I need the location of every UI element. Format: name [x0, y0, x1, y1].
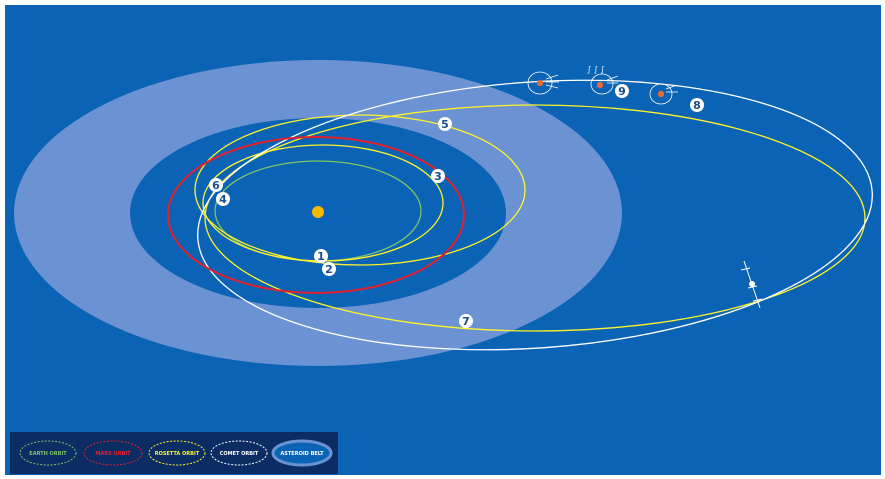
- svg-text:2: 2: [325, 263, 333, 276]
- legend-item-mars-orbit: MARS ORBIT: [83, 440, 143, 466]
- event-marker-8: 8: [690, 98, 704, 112]
- rosetta-orbit-path: [204, 104, 866, 332]
- spacecraft-icon: [740, 260, 763, 309]
- legend-label-comet-orbit: COMET ORBIT: [220, 451, 259, 457]
- event-marker-4: 4: [216, 192, 230, 206]
- legend-item-comet-orbit: COMET ORBIT: [210, 440, 268, 466]
- legend-item-rosetta-orbit: ROSETTA ORBIT: [148, 440, 206, 466]
- legend-label-asteroid-belt: ASTEROID BELT: [280, 451, 324, 457]
- orbit-diagram-svg: ∫ ∫ ∫ 1 2 3 4: [14, 60, 873, 366]
- comet-orbit-path: [197, 79, 873, 351]
- asteroid-belt-legend-icon: [271, 439, 333, 467]
- comet-icon: ∫ ∫ ∫: [587, 65, 619, 95]
- comet-icon: [527, 71, 559, 95]
- mars-orbit-legend-icon: [83, 440, 143, 466]
- event-marker-9: 9: [615, 84, 629, 98]
- rosetta-orbit-path: [194, 114, 526, 266]
- legend-label-rosetta-orbit: ROSETTA ORBIT: [155, 451, 200, 457]
- rosetta-orbit-legend-icon: [148, 440, 206, 466]
- sun-icon: [312, 206, 324, 218]
- legend-label-earth-orbit: EARTH ORBIT: [29, 451, 67, 457]
- event-marker-6: 6: [209, 178, 223, 192]
- svg-text:7: 7: [462, 315, 470, 328]
- svg-text:∫ ∫ ∫: ∫ ∫ ∫: [587, 65, 605, 74]
- legend-item-asteroid-belt: ASTEROID BELT: [271, 439, 333, 467]
- event-marker-1: 1: [314, 249, 328, 263]
- earth-orbit-legend-icon: [19, 440, 77, 466]
- svg-text:5: 5: [441, 118, 449, 131]
- comet-orbit-legend-icon: [210, 440, 268, 466]
- comet-icon: [649, 83, 678, 105]
- event-marker-3: 3: [431, 169, 445, 183]
- svg-text:1: 1: [317, 250, 325, 263]
- legend: EARTH ORBIT MARS ORBIT ROSETTA ORBIT COM…: [10, 432, 338, 474]
- legend-item-earth-orbit: EARTH ORBIT: [19, 440, 77, 466]
- legend-label-mars-orbit: MARS ORBIT: [95, 451, 131, 457]
- event-marker-2: 2: [322, 262, 336, 276]
- legend-svg: EARTH ORBIT MARS ORBIT ROSETTA ORBIT COM…: [19, 439, 333, 467]
- event-marker-5: 5: [438, 117, 452, 131]
- svg-text:4: 4: [219, 193, 227, 206]
- svg-text:6: 6: [212, 179, 220, 192]
- mars-orbit-path: [167, 136, 465, 294]
- svg-text:9: 9: [618, 85, 626, 98]
- svg-text:8: 8: [693, 99, 701, 112]
- orbit-diagram: ∫ ∫ ∫ 1 2 3 4: [5, 5, 881, 475]
- svg-text:3: 3: [434, 170, 442, 183]
- event-marker-7: 7: [459, 314, 473, 328]
